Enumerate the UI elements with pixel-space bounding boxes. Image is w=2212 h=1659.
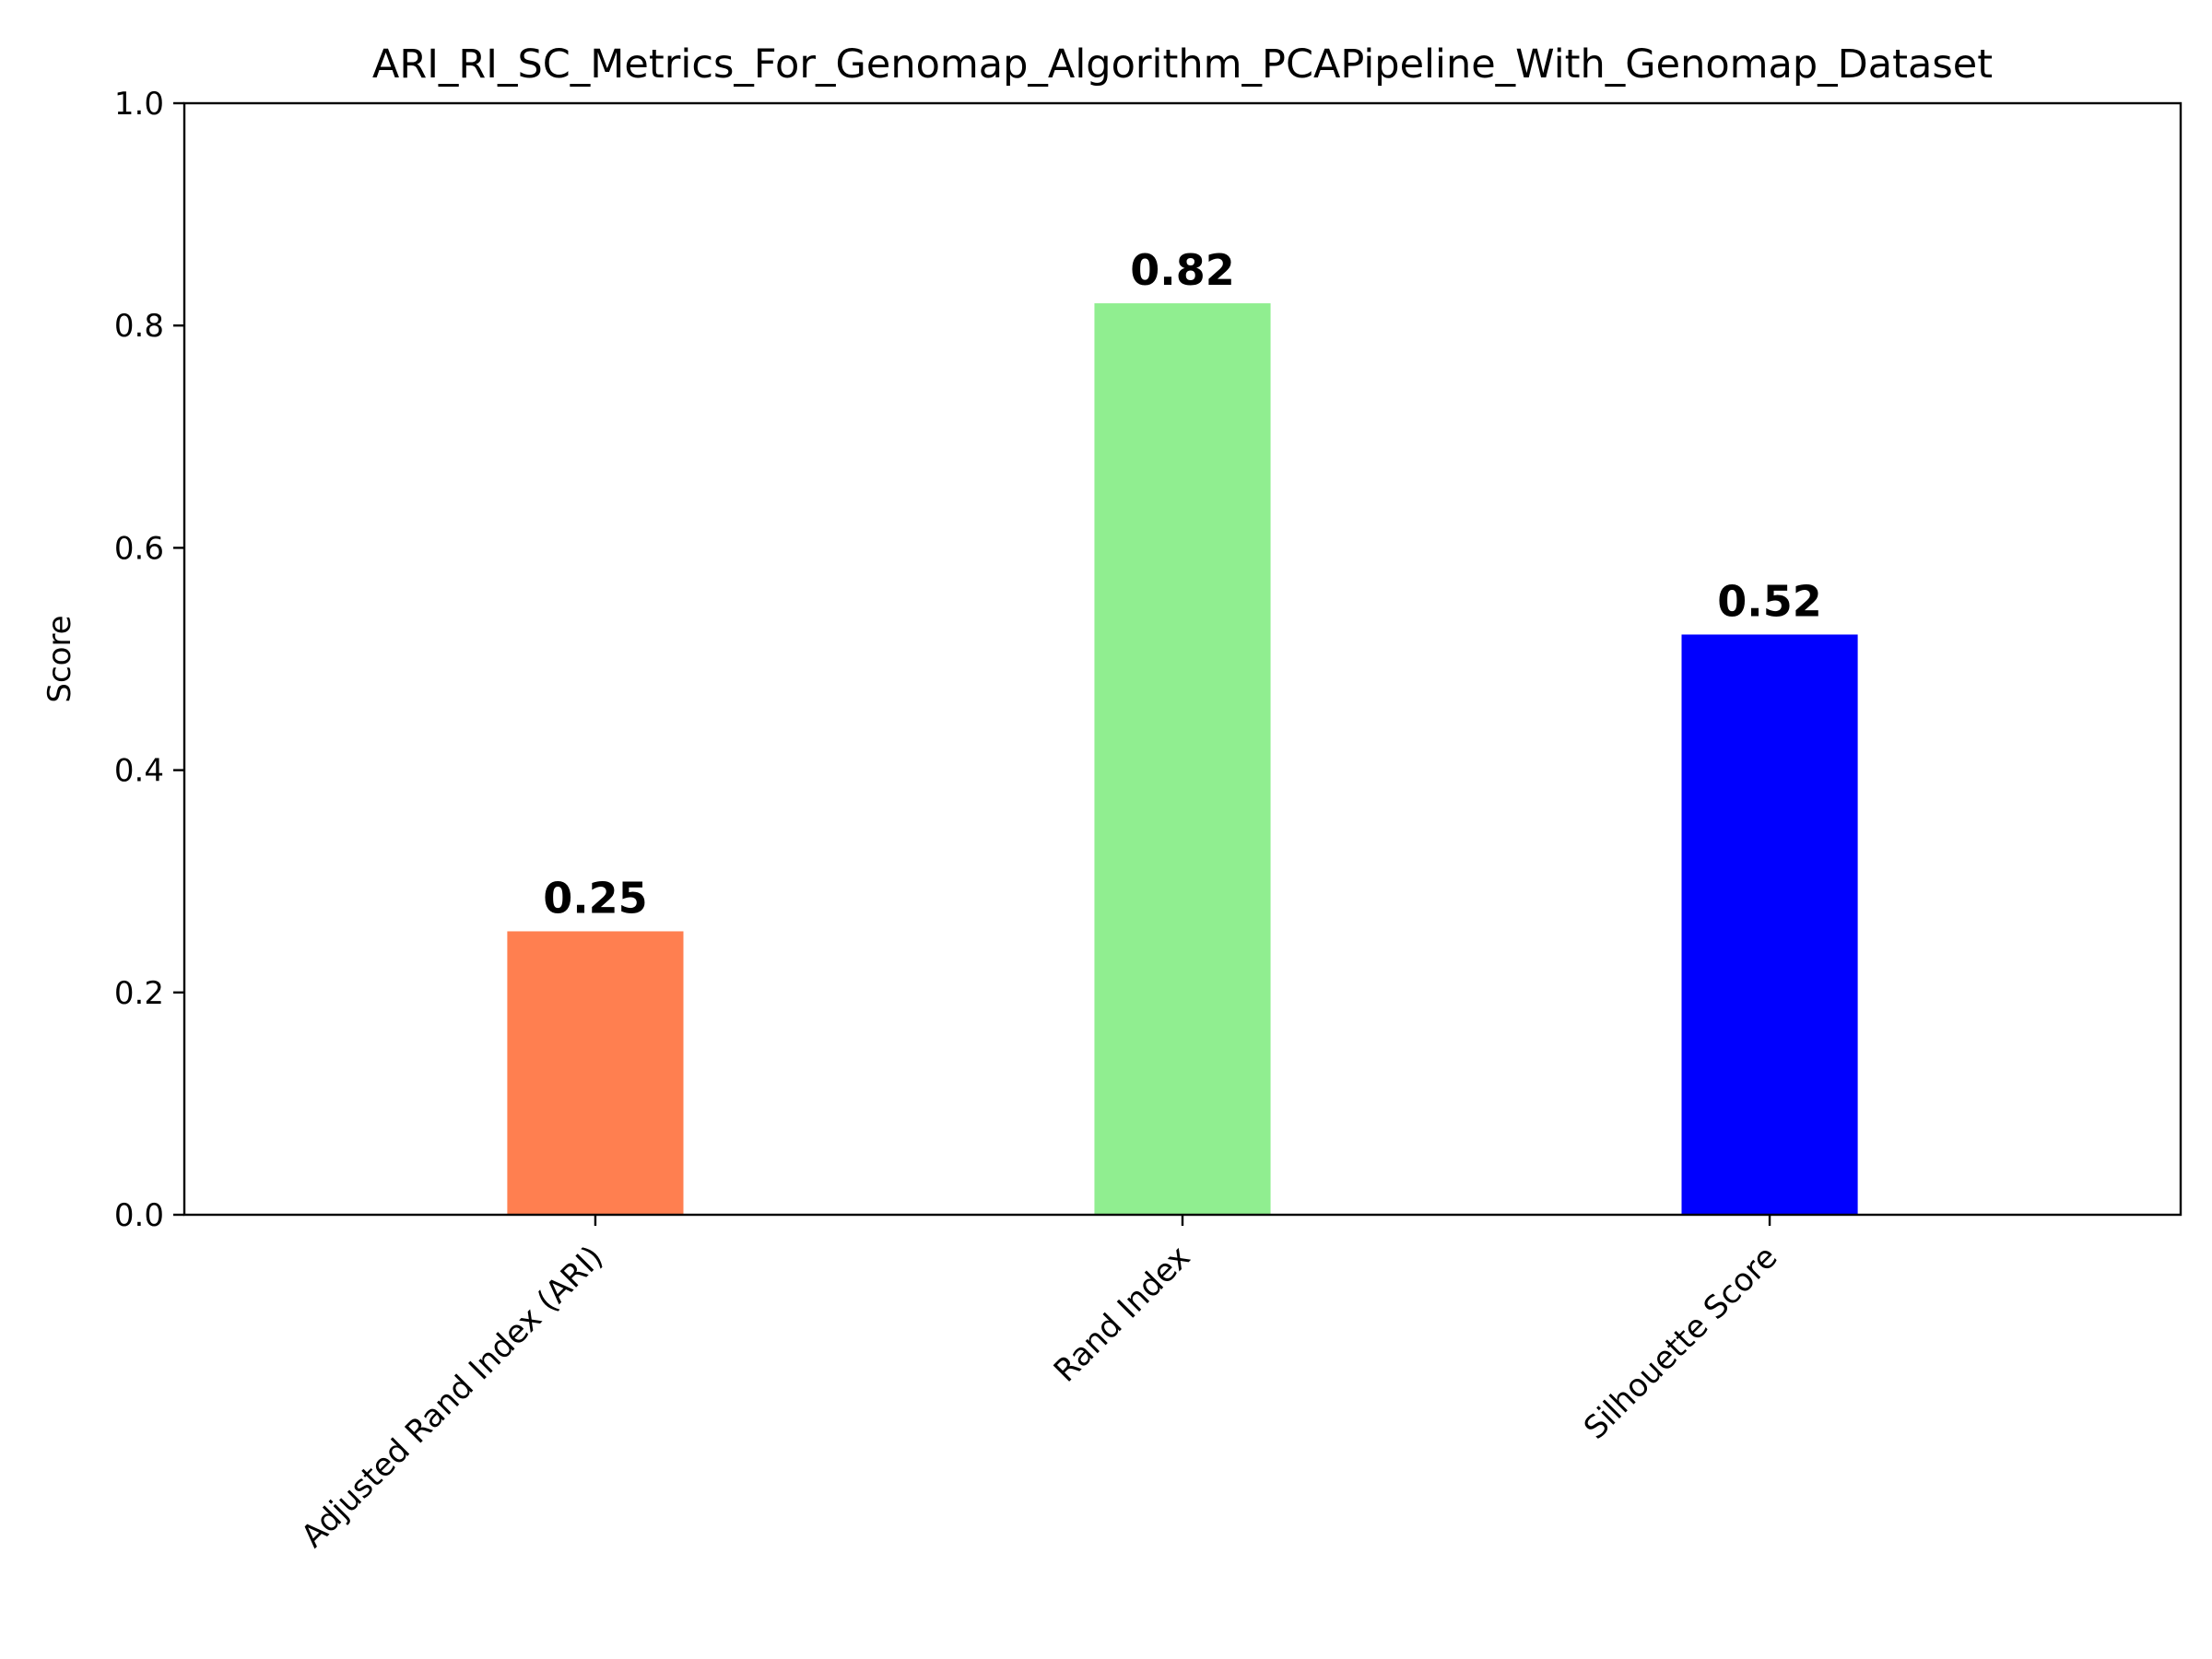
y-tick-label-0: 0.0 <box>114 1197 164 1234</box>
y-axis-label: Score <box>41 615 78 702</box>
y-tick-label-4: 0.8 <box>114 308 164 345</box>
y-tick-label-2: 0.4 <box>114 753 164 790</box>
bar-value-label-0: 0.25 <box>543 873 648 923</box>
y-tick-label-1: 0.2 <box>114 975 164 1012</box>
bars-layer <box>507 303 1858 1216</box>
y-axis: 0.0 0.2 0.4 0.6 0.8 1.0 <box>114 86 184 1234</box>
bar-0 <box>507 931 684 1215</box>
y-tick-label-5: 1.0 <box>114 86 164 123</box>
value-labels-layer: 0.25 0.82 0.52 <box>543 245 1822 923</box>
bar-1 <box>1094 303 1271 1216</box>
chart-title: ARI_RI_SC_Metrics_For_Genomap_Algorithm_… <box>372 41 1993 88</box>
plot-area-frame <box>182 101 2183 1217</box>
bar-value-label-2: 0.52 <box>1717 576 1822 626</box>
bar-2 <box>1681 634 1858 1215</box>
y-tick-label-3: 0.6 <box>114 530 164 567</box>
bar-value-label-1: 0.82 <box>1130 245 1235 295</box>
